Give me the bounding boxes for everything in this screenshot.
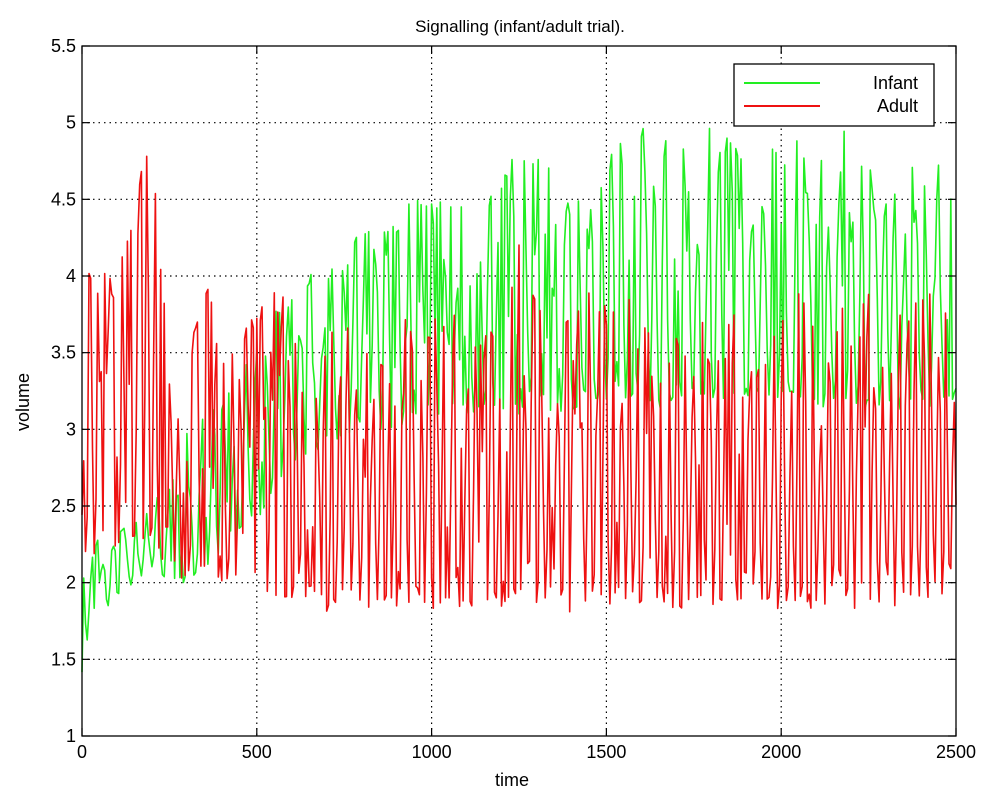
y-tick-label-7: 4.5 (51, 189, 76, 209)
x-tick-label-5: 2500 (936, 742, 976, 762)
chart-title: Signalling (infant/adult trial). (415, 17, 625, 36)
y-tick-label-1: 1.5 (51, 649, 76, 669)
series-line-adult (81, 155, 957, 613)
y-tick-label-2: 2 (66, 573, 76, 593)
x-tick-label-1: 500 (242, 742, 272, 762)
x-tick-label-4: 2000 (761, 742, 801, 762)
legend-label-infant: Infant (873, 73, 918, 93)
axes: 0 500 1000 1500 2000 2500 1 1.5 2 2.5 3 3.5 4 4.5 5 5.5 (51, 36, 976, 762)
x-tick-label-2: 1000 (412, 742, 452, 762)
y-tick-label-3: 2.5 (51, 496, 76, 516)
axes-frame (81, 45, 957, 737)
y-tick-label-0: 1 (66, 726, 76, 746)
y-tick-label-9: 5.5 (51, 36, 76, 56)
y-tick-label-4: 3 (66, 419, 76, 439)
legend: Infant Adult (733, 63, 935, 127)
x-tick-label-3: 1500 (586, 742, 626, 762)
y-tick-label-8: 5 (66, 113, 76, 133)
y-tick-label-5: 3.5 (51, 343, 76, 363)
y-tick-label-6: 4 (66, 266, 76, 286)
legend-label-adult: Adult (877, 96, 918, 116)
y-axis-label: volume (13, 373, 33, 431)
series-line-infant (81, 127, 957, 673)
x-axis-label: time (495, 770, 529, 790)
x-tick-label-0: 0 (77, 742, 87, 762)
plot-area (81, 127, 957, 673)
legend-box (733, 63, 935, 127)
